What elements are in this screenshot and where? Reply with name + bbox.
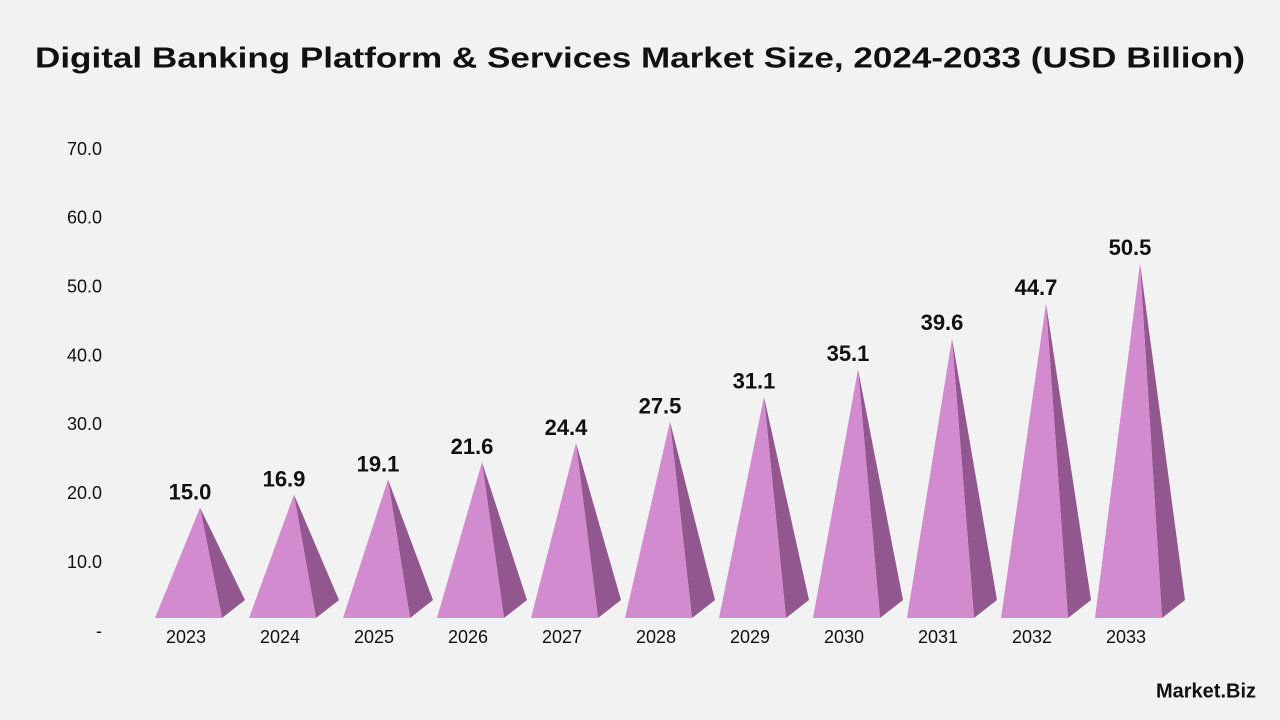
- value-label: 31.1: [733, 369, 776, 394]
- x-tick-label: 2023: [166, 627, 206, 647]
- y-tick-label: 20.0: [67, 483, 102, 503]
- pyramid-front: [719, 396, 786, 618]
- y-tick-label: 70.0: [67, 139, 102, 159]
- pyramid-side: [1140, 263, 1185, 618]
- pyramid-side: [294, 494, 339, 618]
- x-tick-label: 2030: [824, 627, 864, 647]
- pyramid-side: [200, 507, 245, 618]
- pyramid-front: [1001, 303, 1068, 618]
- chart-title: Digital Banking Platform & Services Mark…: [35, 43, 1245, 75]
- value-label: 50.5: [1109, 235, 1152, 260]
- pyramid-side: [764, 396, 809, 618]
- y-tick-label: 50.0: [67, 276, 102, 296]
- pyramid-side: [388, 479, 433, 618]
- pyramid-front: [437, 462, 504, 618]
- pyramid-side: [482, 462, 527, 618]
- pyramid-front: [249, 494, 316, 618]
- y-tick-label: -: [96, 621, 102, 641]
- pyramid-front: [531, 442, 598, 618]
- y-tick-label: 10.0: [67, 552, 102, 572]
- pyramid-front: [155, 507, 222, 618]
- x-tick-label: 2024: [260, 627, 300, 647]
- y-tick-label: 60.0: [67, 208, 102, 228]
- watermark: Market.Biz: [1156, 680, 1256, 702]
- value-label: 15.0: [169, 480, 212, 505]
- x-tick-label: 2025: [354, 627, 394, 647]
- x-tick-label: 2033: [1106, 627, 1146, 647]
- value-label: 35.1: [827, 341, 870, 366]
- pyramid-front: [625, 421, 692, 618]
- y-tick-label: 40.0: [67, 345, 102, 365]
- pyramid-side: [952, 338, 997, 618]
- y-tick-label: 30.0: [67, 414, 102, 434]
- value-label: 39.6: [921, 310, 964, 335]
- pyramid-side: [670, 421, 715, 618]
- value-label: 27.5: [639, 393, 682, 418]
- pyramid-front: [813, 369, 880, 618]
- pyramid-front: [1095, 263, 1162, 618]
- value-label: 21.6: [451, 434, 494, 459]
- x-tick-label: 2032: [1012, 627, 1052, 647]
- pyramid-side: [1046, 303, 1091, 618]
- x-tick-label: 2028: [636, 627, 676, 647]
- pyramid-side: [858, 369, 903, 618]
- x-tick-label: 2027: [542, 627, 582, 647]
- pyramid-front: [343, 479, 410, 618]
- x-tick-label: 2031: [918, 627, 958, 647]
- value-label: 16.9: [263, 466, 306, 491]
- pyramid-front: [907, 338, 974, 618]
- value-label: 19.1: [357, 451, 400, 476]
- pyramid-side: [576, 442, 621, 618]
- value-label: 44.7: [1015, 275, 1058, 300]
- x-tick-label: 2026: [448, 627, 488, 647]
- value-label: 24.4: [545, 415, 589, 440]
- x-tick-label: 2029: [730, 627, 770, 647]
